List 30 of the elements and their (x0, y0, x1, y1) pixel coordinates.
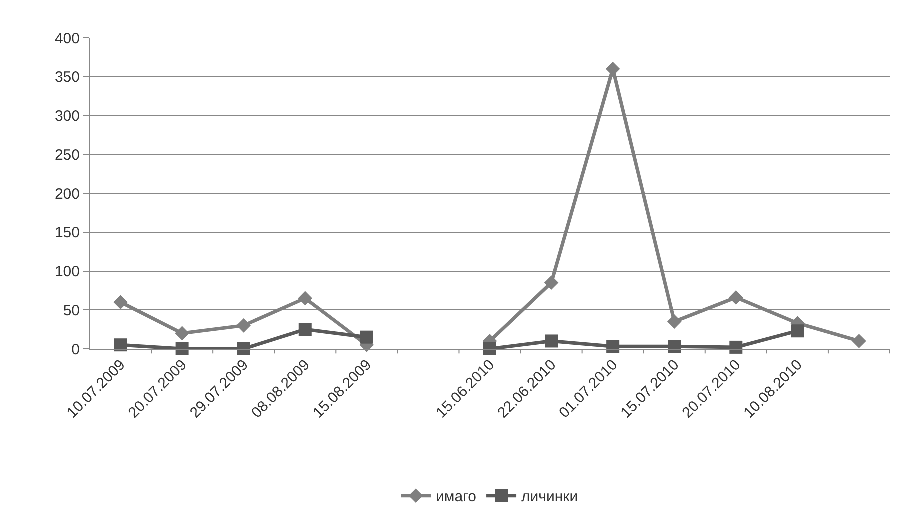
point (606, 340, 620, 354)
y-tick-label: 50 (63, 302, 80, 320)
y-tick-label: 300 (54, 108, 80, 125)
point (298, 291, 313, 306)
point (237, 342, 250, 356)
point (791, 324, 804, 338)
y-tick-label: 200 (54, 186, 80, 203)
point (484, 342, 496, 356)
point (114, 295, 128, 310)
point (175, 326, 190, 341)
y-tick-label: 0 (72, 341, 80, 358)
point (668, 340, 682, 354)
point (236, 318, 251, 333)
point (545, 334, 558, 348)
y-tick-label: 350 (54, 69, 80, 86)
y-tick-label: 400 (54, 30, 80, 48)
legend-label: имаго (436, 488, 477, 506)
legend-label: личинки (522, 488, 578, 506)
point (360, 330, 374, 344)
y-tick-label: 100 (54, 264, 80, 280)
point (729, 290, 744, 305)
point (667, 314, 682, 329)
point (730, 340, 743, 354)
point (544, 276, 559, 290)
point (298, 323, 312, 336)
point (852, 334, 866, 348)
point (114, 338, 128, 352)
y-tick-label: 150 (54, 224, 80, 242)
y-tick-label: 250 (54, 146, 80, 164)
point (176, 342, 189, 356)
